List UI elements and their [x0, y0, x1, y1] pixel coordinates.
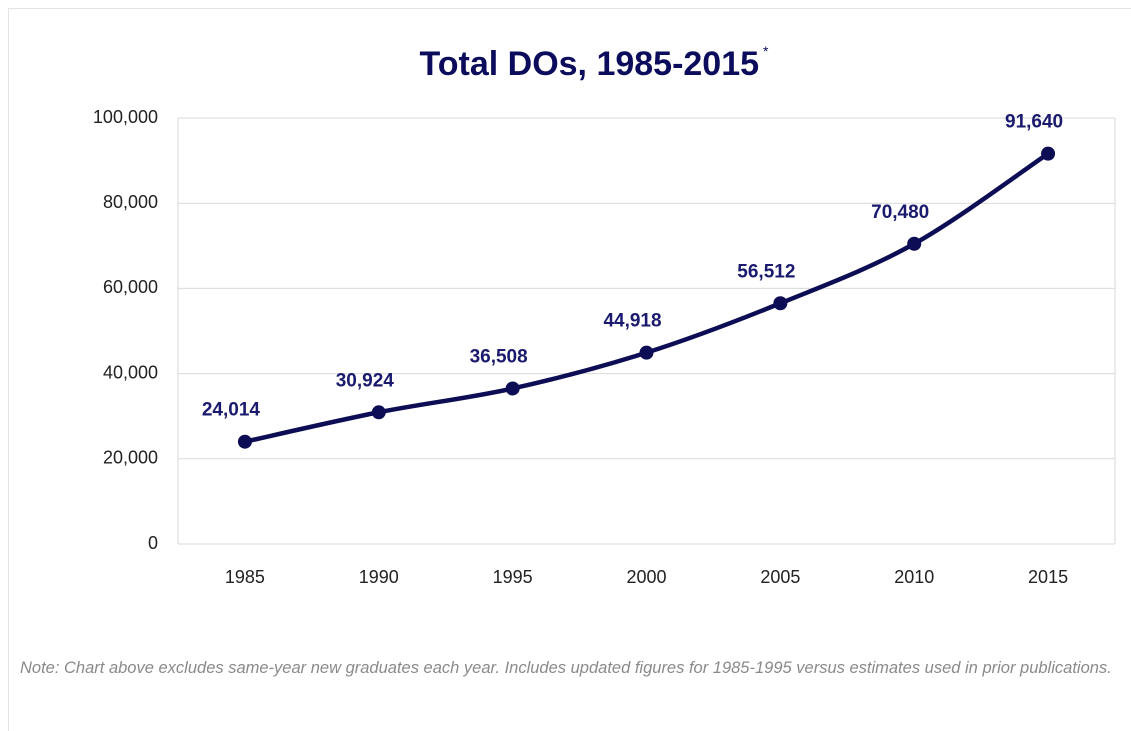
- y-tick-label: 20,000: [103, 448, 158, 468]
- data-label: 56,512: [737, 261, 795, 282]
- data-label: 91,640: [1005, 112, 1063, 133]
- data-label: 24,014: [202, 400, 261, 421]
- point: [1041, 146, 1056, 161]
- data-label: 30,924: [336, 370, 395, 391]
- point: [773, 296, 788, 311]
- x-tick-label: 2010: [894, 567, 934, 587]
- x-tick-label: 2005: [760, 567, 800, 587]
- point: [505, 381, 520, 396]
- data-label: 70,480: [871, 202, 929, 223]
- chart-title: Total DOs, 1985-2015 *: [420, 43, 770, 83]
- y-tick-label: 40,000: [103, 362, 158, 382]
- data-label: 36,508: [470, 346, 528, 367]
- y-tick-label: 60,000: [103, 277, 158, 297]
- title-text: Total DOs, 1985-2015: [420, 45, 760, 83]
- x-tick-label: 1990: [359, 567, 399, 587]
- y-tick-label: 0: [148, 533, 158, 553]
- point: [639, 345, 654, 360]
- point: [907, 236, 922, 251]
- x-tick-label: 2000: [626, 567, 666, 587]
- point: [237, 434, 252, 449]
- title-marker: *: [763, 43, 769, 59]
- point: [371, 405, 386, 420]
- note: Note: Chart above excludes same-year new…: [20, 659, 1112, 677]
- y-tick-label: 80,000: [103, 192, 158, 212]
- frame: [8, 8, 1131, 731]
- x-tick-label: 2015: [1028, 567, 1068, 587]
- x-tick-label: 1995: [493, 567, 533, 587]
- line: [242, 151, 1051, 444]
- x-tick-label: 1985: [225, 567, 265, 587]
- y-tick-label: 100,000: [93, 107, 158, 127]
- data-label: 44,918: [603, 311, 661, 332]
